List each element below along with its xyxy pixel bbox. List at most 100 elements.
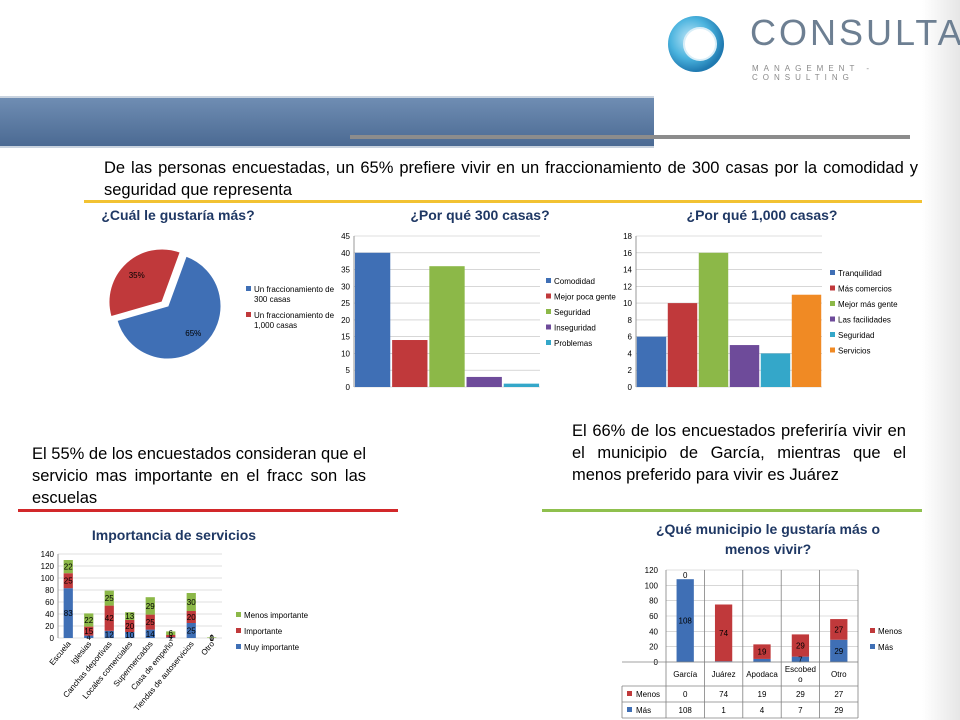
y-tick-label: 35	[341, 266, 350, 275]
data-label: 6	[169, 629, 174, 638]
stacked-bar-segment	[207, 637, 217, 638]
y-tick-label: 4	[628, 349, 633, 358]
y-tick-label: 80	[45, 586, 54, 595]
x-tick-label: o	[798, 675, 803, 684]
y-tick-label: 100	[645, 581, 659, 590]
table-legend-swatch	[627, 691, 632, 696]
data-label: 27	[834, 625, 843, 634]
chart-title: menos vivir?	[725, 541, 811, 557]
bar	[636, 336, 667, 387]
table-cell: 7	[798, 706, 803, 715]
data-label: 20	[125, 622, 134, 631]
legend-swatch	[546, 340, 551, 345]
x-tick-label: Otro	[831, 670, 847, 679]
table-cell: 29	[834, 706, 843, 715]
legend-swatch	[236, 612, 241, 617]
legend-entry: Importante	[244, 627, 283, 636]
y-tick-label: 40	[45, 610, 54, 619]
chart-title: ¿Por qué 1,000 casas?	[687, 207, 838, 223]
legend-swatch	[830, 347, 835, 353]
pie-chart: ¿Cuál le gustaría más? 65% 35% Un fracciona…	[101, 207, 335, 360]
stacked-bar-segment	[125, 612, 135, 620]
legend-entry: Las facilidades	[838, 316, 891, 325]
legend-swatch	[246, 286, 251, 291]
data-label: 25	[64, 577, 73, 586]
consulta-logo-icon	[668, 16, 724, 72]
services-text: El 55% de los encuestados consideran que…	[32, 445, 366, 507]
bar	[791, 294, 822, 387]
data-label: 74	[719, 629, 728, 638]
brand-subtitle: MANAGEMENT - CONSULTING	[752, 64, 875, 82]
legend-swatch	[830, 301, 835, 306]
y-tick-label: 60	[649, 612, 658, 621]
legend-swatch	[830, 285, 835, 291]
bar	[698, 252, 729, 387]
red-rule	[18, 509, 398, 512]
legend-entry: Tranquilidad	[838, 269, 882, 278]
legend-swatch	[870, 628, 875, 633]
stacked-bar-segment	[714, 604, 733, 662]
table-cell: 108	[679, 706, 693, 715]
legend-entry: Un fraccionamiento de 1,000 casas	[254, 311, 335, 330]
municipality-chart: ¿Qué municipio le gustaría más o menos vi…	[621, 521, 902, 719]
y-tick-label: 5	[346, 366, 351, 375]
legend-swatch	[246, 312, 251, 317]
pie-slice	[108, 248, 181, 318]
bar	[392, 340, 428, 387]
pie-slice	[116, 255, 222, 360]
x-tick-label: Escuela	[48, 639, 74, 667]
data-label: 13	[125, 612, 134, 621]
bar	[354, 252, 391, 387]
bar	[466, 376, 502, 387]
legend-swatch	[830, 316, 835, 322]
bar	[760, 353, 791, 387]
y-tick-label: 10	[623, 299, 632, 308]
y-tick-label: 25	[341, 299, 350, 308]
y-tick-label: 20	[649, 643, 658, 652]
data-label: 83	[64, 609, 73, 618]
data-label: 12	[105, 630, 114, 639]
data-label: 29	[146, 602, 155, 611]
x-tick-label: Juárez	[712, 670, 736, 679]
legend-swatch	[870, 644, 875, 649]
legend-entry: Menos importante	[244, 611, 309, 620]
stacked-bar-segment	[125, 620, 135, 632]
data-label: 22	[84, 616, 93, 625]
stacked-bar-segment	[830, 619, 848, 640]
legend-swatch	[830, 270, 835, 275]
data-label: 29	[834, 647, 843, 656]
data-label: 1	[169, 634, 174, 643]
right-edge-shadow	[922, 0, 960, 720]
x-tick-label: Apodaca	[746, 670, 778, 679]
table-cell: 1	[721, 706, 726, 715]
legend-entry: Seguridad	[838, 331, 874, 340]
services-chart: Importancia de servicios0204060801001201…	[41, 527, 309, 713]
header-divider	[350, 135, 910, 139]
data-label: 0	[210, 634, 215, 643]
data-label: 0	[683, 571, 688, 580]
green-rule	[542, 509, 922, 512]
data-label: 19	[758, 648, 767, 657]
stacked-bar-segment	[186, 611, 196, 623]
data-label: 1	[210, 634, 215, 643]
x-tick-label: García	[673, 670, 698, 679]
data-label: 0	[210, 634, 215, 643]
stacked-bar-segment	[791, 634, 810, 657]
table-cell: 74	[719, 690, 728, 699]
stacked-bar-segment	[84, 635, 94, 638]
legend-swatch	[546, 293, 551, 299]
data-label: 30	[187, 598, 196, 607]
y-tick-label: 10	[341, 349, 350, 358]
chart-title: ¿Por qué 300 casas?	[410, 207, 549, 223]
bar-chart-300: ¿Por qué 300 casas? 0 5 10 15 20 25 30 35 40 45 Com…	[341, 207, 616, 392]
data-label: 10	[125, 631, 134, 640]
stacked-bar-segment	[830, 639, 848, 662]
stacked-bar-segment	[104, 590, 114, 606]
y-tick-label: 40	[341, 249, 350, 258]
table-cell: 4	[760, 706, 765, 715]
table-cell: 0	[683, 690, 688, 699]
stacked-bar-segment	[791, 656, 810, 662]
stacked-bar-segment	[63, 573, 73, 589]
y-tick-label: 60	[45, 598, 54, 607]
